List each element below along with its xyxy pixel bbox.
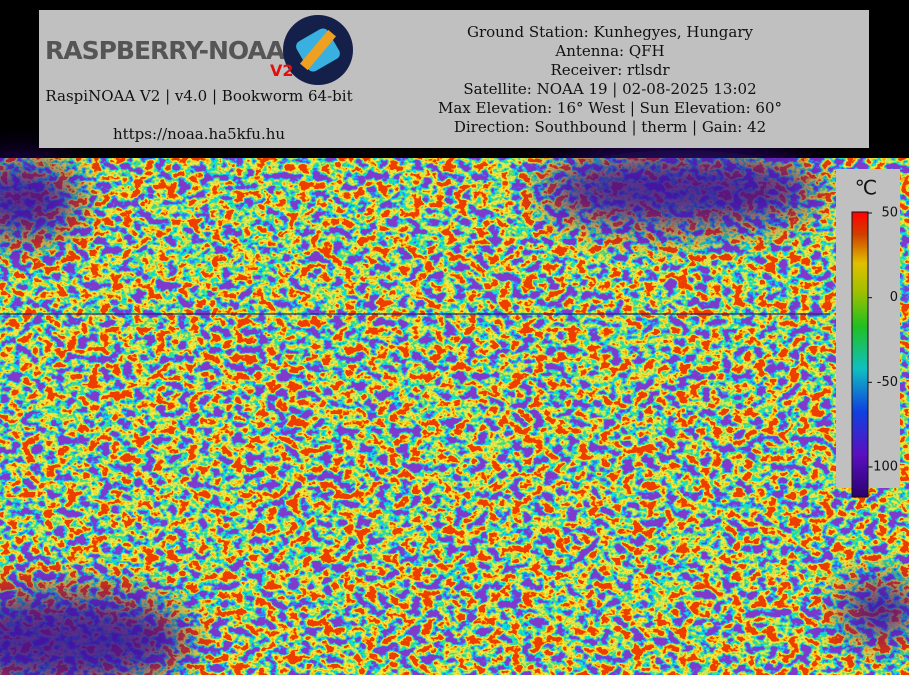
legend-tick-label: -50 [877, 375, 898, 390]
detail-line: Satellite: NOAA 19 | 02-08-2025 13:02 [463, 80, 757, 98]
legend-tick-label: 0 [890, 290, 898, 305]
legend-unit: ℃ [855, 176, 877, 200]
detail-line: Receiver: rtlsdr [550, 61, 670, 79]
station-info: RaspiNOAA V2 | v4.0 | Bookworm 64-bit [45, 87, 353, 105]
pass-details: Ground Station: Kunhegyes, Hungary Antenn… [400, 23, 820, 137]
legend-tick-label: -100 [868, 460, 898, 475]
detail-line: Antenna: QFH [555, 42, 665, 60]
thermal-image [0, 158, 909, 675]
detail-line: Max Elevation: 16° West | Sun Elevation:… [438, 99, 782, 117]
logo-layer: RASPBERRY-NOAA V2 [45, 15, 353, 85]
header-panel [39, 10, 869, 148]
cold-regions [0, 150, 909, 675]
logo: RASPBERRY-NOAA V2 [45, 15, 353, 85]
detail-line: Ground Station: Kunhegyes, Hungary [467, 23, 753, 41]
color-legend: ℃ 50 0 -50 -100 [836, 169, 900, 498]
logo-badge: V2 [270, 61, 294, 80]
color-bar [851, 211, 869, 498]
detail-line: Direction: Southbound | therm | Gain: 42 [453, 118, 767, 136]
logo-text: RASPBERRY-NOAA [45, 36, 286, 65]
station-url: https://noaa.ha5kfu.hu [112, 125, 286, 143]
legend-tick-label: 50 [881, 206, 898, 221]
